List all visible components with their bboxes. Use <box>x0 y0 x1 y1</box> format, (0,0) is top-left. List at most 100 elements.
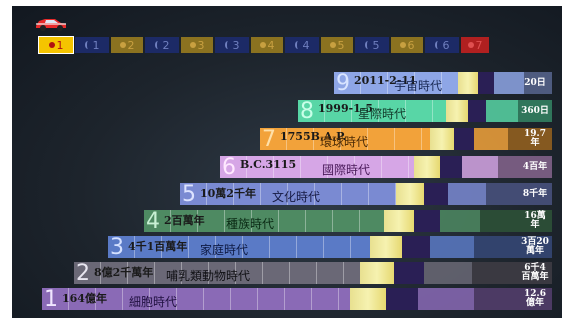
era-bar: 2 8億2千萬年 哺乳類動物時代 <box>74 261 360 286</box>
era-name: 家庭時代 <box>200 243 249 257</box>
era-duration: 4百年 <box>522 161 548 172</box>
era-tab-label: 3 <box>232 38 240 52</box>
end-segment <box>474 288 552 310</box>
era-number: 9 <box>336 71 350 96</box>
dark-segment <box>414 210 440 232</box>
moon-icon <box>154 41 161 49</box>
era-duration: 19.7年 <box>524 129 546 148</box>
end-segment <box>474 236 552 258</box>
era-row-6[interactable]: 6 B.C.3115 國際時代 4百年 <box>220 156 552 179</box>
era-row-7[interactable]: 7 1755B.A.P. 環球時代 19.7年 <box>260 127 552 152</box>
dark-segment <box>478 72 494 94</box>
era-bar: 1 164億年 細胞時代 <box>42 287 350 312</box>
dark-segment <box>386 288 418 310</box>
era-number: 7 <box>262 127 276 152</box>
era-tab-3[interactable]: 2 <box>111 37 143 53</box>
dark-segment <box>424 183 448 205</box>
end-segment <box>472 262 552 284</box>
yellow-segment <box>458 72 478 94</box>
era-start-date: B.C.3115 <box>240 158 297 171</box>
era-number: 8 <box>300 99 314 124</box>
era-name: 星際時代 <box>358 107 407 121</box>
era-tab-label: 4 <box>267 38 275 52</box>
yellow-segment <box>350 288 386 310</box>
era-tab-label: 5 <box>337 38 345 52</box>
sun-icon <box>329 42 336 48</box>
era-tab-label: 3 <box>197 38 205 52</box>
era-row-2[interactable]: 2 8億2千萬年 哺乳類動物時代 6千4百萬年 <box>74 261 552 286</box>
era-row-1[interactable]: 1 164億年 細胞時代 12.6億年 <box>42 287 552 312</box>
sun-icon <box>189 42 196 48</box>
era-tab-13[interactable]: 7 <box>461 37 489 53</box>
era-start-date: 4千1百萬年 <box>128 240 188 253</box>
era-tab-label: 4 <box>302 38 310 52</box>
era-tab-8[interactable]: 4 <box>285 37 319 53</box>
era-bar: 9 2011-2-11 宇宙時代 <box>334 71 458 96</box>
era-tab-label: 7 <box>475 38 483 52</box>
dark-segment <box>468 100 486 122</box>
era-start-date: 1999-1-5 <box>318 102 374 115</box>
era-name: 宇宙時代 <box>394 79 443 93</box>
light-segment <box>424 262 472 284</box>
era-tab-label: 6 <box>407 38 415 52</box>
light-segment <box>440 210 480 232</box>
light-segment <box>418 288 474 310</box>
era-tab-6[interactable]: 3 <box>215 37 249 53</box>
era-row-5[interactable]: 5 10萬2千年 文化時代 8千年 <box>180 183 552 206</box>
era-duration: 16萬年 <box>524 211 546 230</box>
yellow-segment <box>360 262 394 284</box>
era-number: 1 <box>44 287 58 312</box>
era-tab-9[interactable]: 5 <box>321 37 353 53</box>
era-name: 哺乳類動物時代 <box>166 269 251 283</box>
era-number: 3 <box>110 235 124 260</box>
era-tab-label: 1 <box>92 38 100 52</box>
sun-icon <box>48 42 55 48</box>
light-segment <box>494 72 524 94</box>
era-tab-10[interactable]: 5 <box>355 37 389 53</box>
era-tab-12[interactable]: 6 <box>425 37 459 53</box>
moon-icon <box>84 41 91 49</box>
era-start-date: 164億年 <box>62 292 107 305</box>
end-segment <box>480 210 552 232</box>
era-tab-11[interactable]: 6 <box>391 37 423 53</box>
end-segment <box>486 183 552 205</box>
end-segment <box>518 100 552 122</box>
moon-icon <box>434 41 441 49</box>
era-tab-2[interactable]: 1 <box>75 37 109 53</box>
era-start-date: 2百萬年 <box>164 214 205 227</box>
dark-segment <box>402 236 430 258</box>
era-row-8[interactable]: 8 1999-1-5 星際時代 360日 <box>298 99 552 124</box>
moon-icon <box>364 41 371 49</box>
moon-icon <box>224 41 231 49</box>
era-row-3[interactable]: 3 4千1百萬年 家庭時代 3百20萬年 <box>108 235 552 260</box>
era-name: 種族時代 <box>226 217 275 231</box>
car-icon[interactable] <box>34 14 68 32</box>
era-name: 環球時代 <box>320 135 369 149</box>
yellow-segment <box>370 236 402 258</box>
era-start-date: 8億2千萬年 <box>94 266 154 279</box>
era-tab-label: 6 <box>442 38 450 52</box>
era-duration: 20日 <box>524 77 546 88</box>
era-tab-label: 1 <box>56 38 64 52</box>
era-duration: 3百20萬年 <box>521 237 549 256</box>
light-segment <box>462 156 498 178</box>
era-name: 細胞時代 <box>129 295 178 309</box>
era-tab-label: 5 <box>372 38 380 52</box>
end-segment <box>524 72 552 94</box>
era-tab-4[interactable]: 2 <box>145 37 179 53</box>
light-segment <box>430 236 474 258</box>
era-tab-1[interactable]: 1 <box>38 36 74 54</box>
yellow-segment <box>430 128 454 150</box>
era-number: 2 <box>76 261 90 286</box>
era-row-4[interactable]: 4 2百萬年 種族時代 16萬年 <box>144 210 552 233</box>
era-bar: 3 4千1百萬年 家庭時代 <box>108 235 370 260</box>
era-name: 文化時代 <box>272 190 321 204</box>
era-tab-7[interactable]: 4 <box>251 37 283 53</box>
era-tab-5[interactable]: 3 <box>181 37 213 53</box>
era-start-date: 2011-2-11 <box>354 74 417 87</box>
moon-icon <box>294 41 301 49</box>
era-duration: 8千年 <box>522 188 548 199</box>
era-start-date: 10萬2千年 <box>200 187 256 200</box>
era-row-9[interactable]: 9 2011-2-11 宇宙時代 20日 <box>334 71 552 96</box>
